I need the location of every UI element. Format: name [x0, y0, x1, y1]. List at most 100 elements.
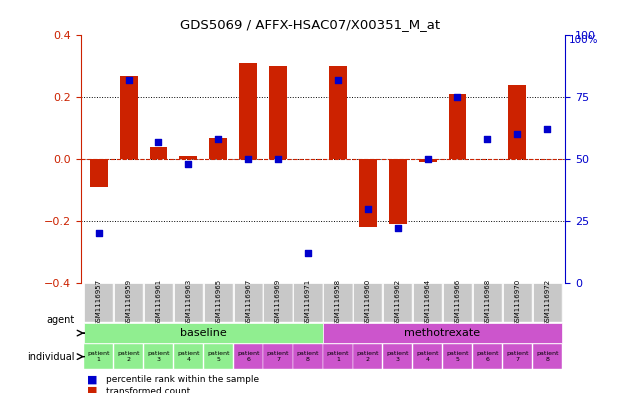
Text: baseline: baseline — [180, 328, 227, 338]
Text: GSM1116963: GSM1116963 — [186, 279, 191, 326]
Text: ■: ■ — [87, 386, 97, 393]
Point — [392, 225, 402, 231]
Text: patient
5: patient 5 — [446, 351, 469, 362]
Point — [453, 94, 463, 100]
Bar — [383, 344, 412, 369]
Point — [213, 136, 223, 143]
Bar — [269, 66, 287, 159]
Text: GSM1116958: GSM1116958 — [335, 279, 341, 326]
Text: percentile rank within the sample: percentile rank within the sample — [106, 375, 259, 384]
Bar — [144, 283, 173, 322]
Bar — [293, 344, 323, 369]
Text: patient
2: patient 2 — [356, 351, 379, 362]
Bar — [323, 344, 353, 369]
Text: transformed count: transformed count — [106, 387, 190, 393]
Text: patient
8: patient 8 — [297, 351, 319, 362]
Bar — [329, 66, 347, 159]
Point — [94, 230, 104, 237]
Text: GSM1116968: GSM1116968 — [484, 279, 491, 326]
Point — [542, 126, 552, 132]
Bar — [174, 283, 203, 322]
Bar — [533, 283, 562, 322]
Text: ■: ■ — [87, 374, 97, 384]
Text: patient
7: patient 7 — [267, 351, 289, 362]
Point — [363, 206, 373, 212]
Text: patient
4: patient 4 — [416, 351, 439, 362]
Bar — [448, 94, 466, 159]
Point — [153, 139, 163, 145]
Bar — [443, 344, 472, 369]
Bar — [233, 344, 263, 369]
Text: patient
8: patient 8 — [536, 351, 558, 362]
Bar — [239, 63, 257, 159]
Bar — [413, 283, 442, 322]
Text: GSM1116957: GSM1116957 — [96, 279, 102, 326]
Bar — [89, 159, 107, 187]
Point — [512, 131, 522, 138]
Point — [273, 156, 283, 162]
Text: patient
4: patient 4 — [177, 351, 199, 362]
Text: GSM1116965: GSM1116965 — [215, 279, 221, 326]
Text: individual: individual — [27, 352, 75, 362]
Point — [483, 136, 492, 143]
Bar — [114, 344, 143, 369]
Bar — [179, 156, 197, 159]
Text: GSM1116964: GSM1116964 — [425, 279, 430, 326]
Bar — [389, 159, 407, 224]
Text: GSM1116970: GSM1116970 — [514, 279, 520, 326]
Text: GSM1116961: GSM1116961 — [155, 279, 161, 326]
Text: GDS5069 / AFFX-HSAC07/X00351_M_at: GDS5069 / AFFX-HSAC07/X00351_M_at — [181, 18, 440, 31]
Bar — [233, 283, 263, 322]
Text: patient
3: patient 3 — [147, 351, 170, 362]
Text: GSM1116967: GSM1116967 — [245, 279, 251, 326]
Bar — [533, 344, 562, 369]
Text: GSM1116969: GSM1116969 — [275, 279, 281, 326]
Bar — [419, 159, 437, 162]
Bar — [84, 283, 113, 322]
Text: GSM1116971: GSM1116971 — [305, 279, 311, 326]
Bar — [383, 283, 412, 322]
Text: patient
1: patient 1 — [327, 351, 349, 362]
Bar — [150, 147, 168, 159]
Point — [303, 250, 313, 256]
Bar — [263, 283, 292, 322]
Bar — [120, 75, 137, 159]
Text: patient
2: patient 2 — [117, 351, 140, 362]
Bar — [473, 283, 502, 322]
Text: patient
6: patient 6 — [237, 351, 260, 362]
Text: GSM1116966: GSM1116966 — [455, 279, 460, 326]
Bar — [509, 85, 526, 159]
Point — [124, 77, 134, 83]
Bar — [84, 323, 323, 343]
Text: 100%: 100% — [569, 35, 599, 45]
Text: patient
1: patient 1 — [88, 351, 110, 362]
Bar — [323, 323, 562, 343]
Bar — [473, 344, 502, 369]
Bar — [353, 344, 383, 369]
Text: methotrexate: methotrexate — [404, 328, 481, 338]
Bar — [263, 344, 292, 369]
Point — [423, 156, 433, 162]
Point — [243, 156, 253, 162]
Bar — [443, 283, 472, 322]
Bar — [144, 344, 173, 369]
Text: patient
6: patient 6 — [476, 351, 499, 362]
Text: GSM1116959: GSM1116959 — [125, 279, 132, 326]
Text: patient
5: patient 5 — [207, 351, 230, 362]
Bar — [502, 283, 532, 322]
Text: patient
7: patient 7 — [506, 351, 528, 362]
Bar — [204, 283, 233, 322]
Bar — [359, 159, 377, 227]
Bar — [209, 138, 227, 159]
Bar — [413, 344, 442, 369]
Point — [183, 161, 193, 167]
Bar — [204, 344, 233, 369]
Text: agent: agent — [47, 315, 75, 325]
Bar — [353, 283, 383, 322]
Point — [333, 77, 343, 83]
Text: patient
3: patient 3 — [386, 351, 409, 362]
Bar — [323, 283, 353, 322]
Bar — [293, 283, 323, 322]
Text: GSM1116972: GSM1116972 — [544, 279, 550, 326]
Bar — [502, 344, 532, 369]
